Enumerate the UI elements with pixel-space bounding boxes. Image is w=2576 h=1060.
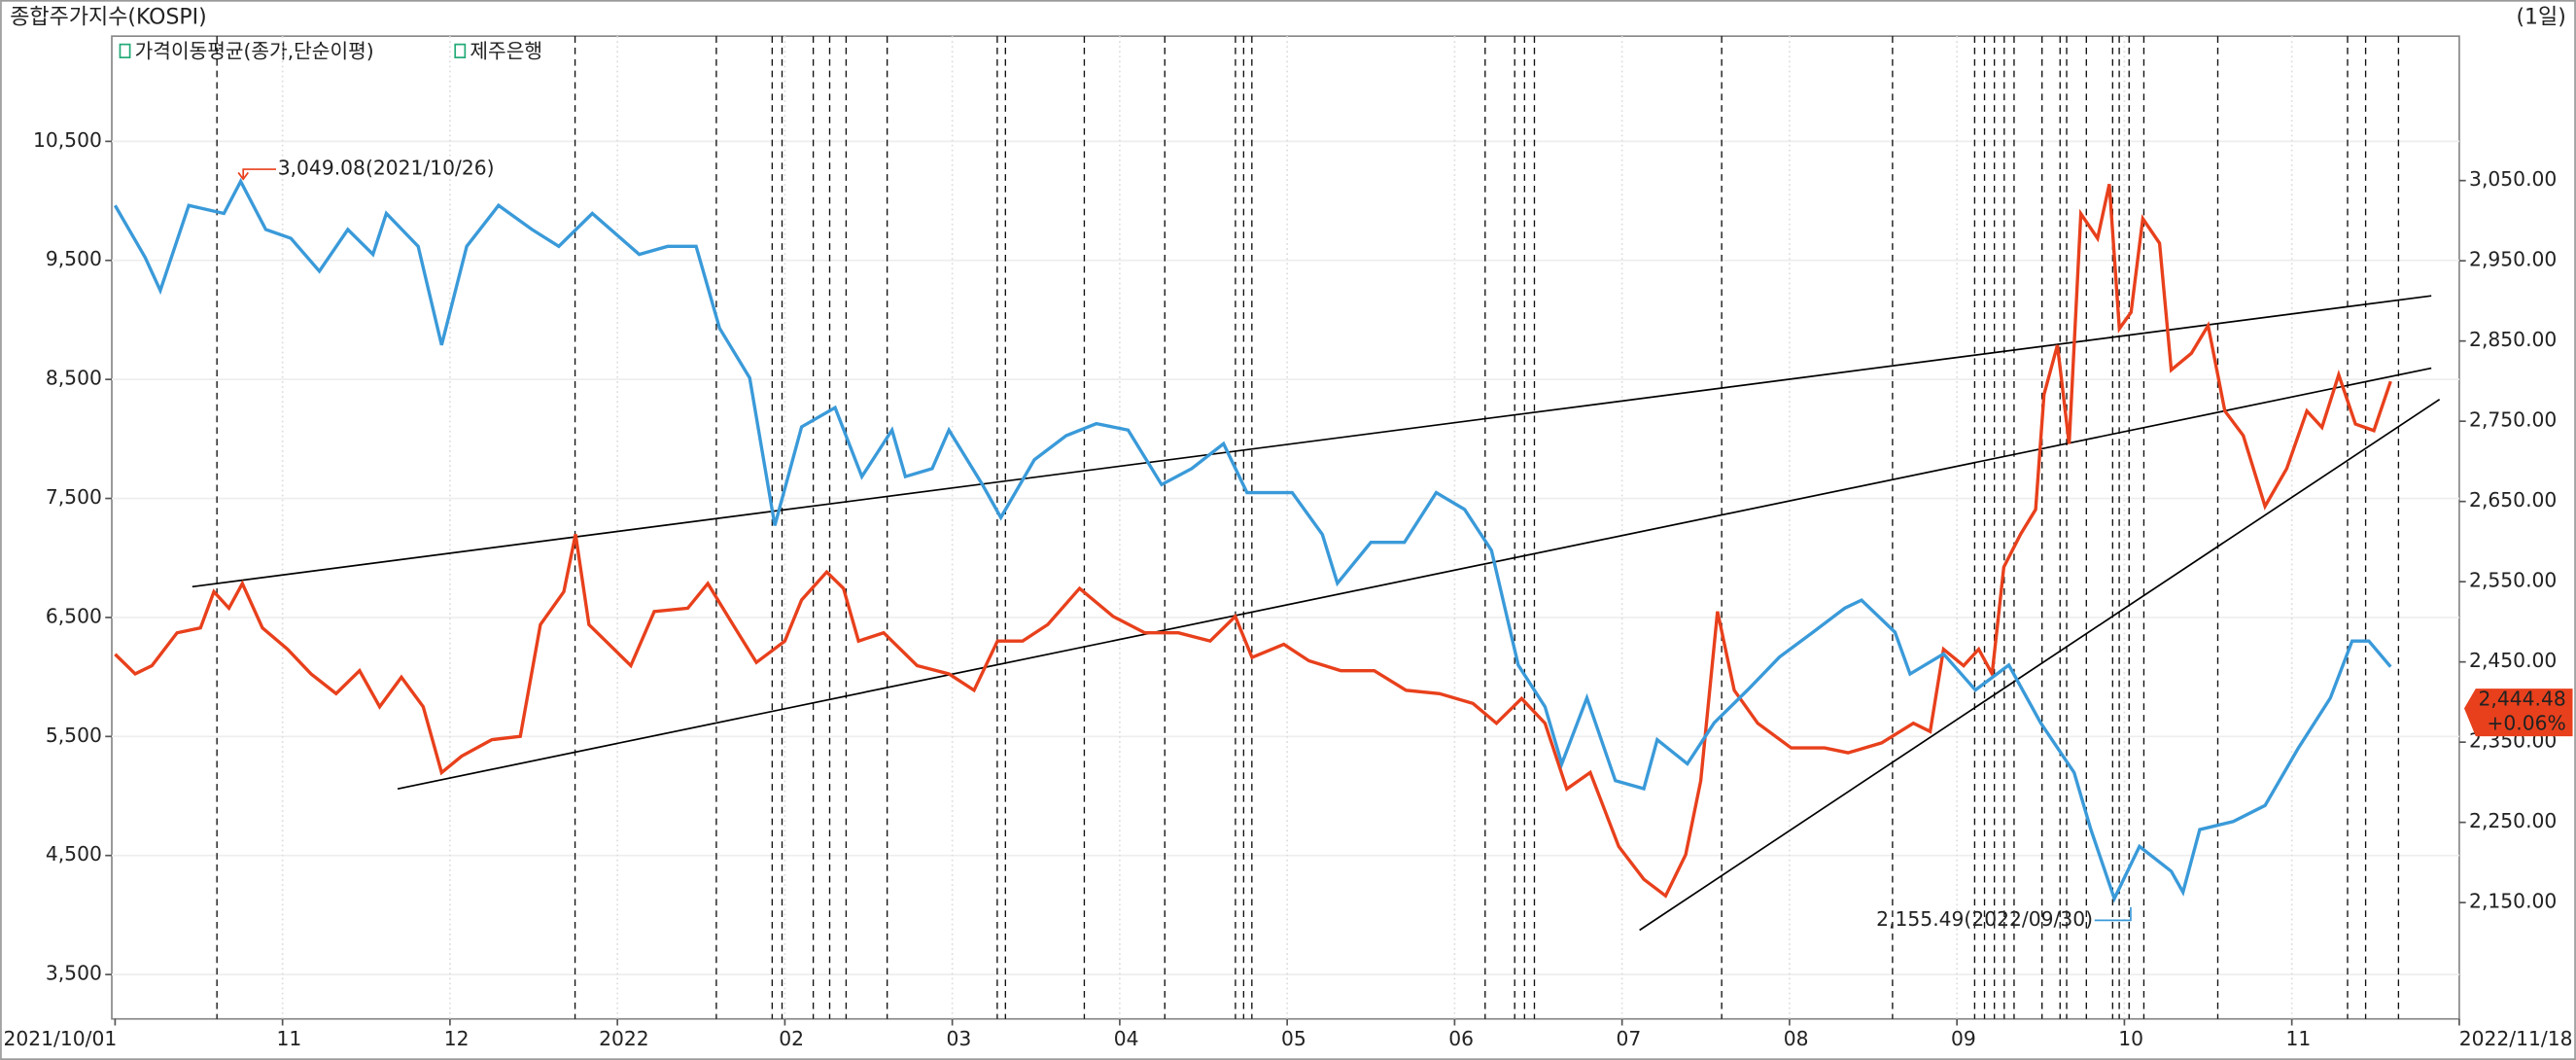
y-tick-label: 3,500 bbox=[46, 962, 102, 985]
x-tick-label: 12 bbox=[444, 1027, 470, 1050]
annotation: 3,049.08(2021/10/26) bbox=[278, 157, 495, 180]
y-tick-label: 9,500 bbox=[46, 247, 102, 270]
period-label: (1일) bbox=[2516, 6, 2565, 30]
x-tick-label: 06 bbox=[1448, 1027, 1474, 1050]
y2-tick-label: 2,850.00 bbox=[2469, 328, 2557, 351]
y2-tick-label: 2,150.00 bbox=[2469, 890, 2557, 913]
chart-title: 종합주가지수(KOSPI) bbox=[10, 6, 206, 30]
x-tick-label: 08 bbox=[1784, 1027, 1809, 1050]
x-tick-label: 2022/11/18 bbox=[2459, 1027, 2573, 1050]
annotation: 2,155.49(2022/09/30) bbox=[1876, 907, 2093, 931]
legend-icon bbox=[119, 43, 131, 58]
last-change: +0.06% bbox=[2487, 712, 2565, 735]
x-tick-label: 04 bbox=[1114, 1027, 1139, 1050]
legend-icon bbox=[454, 43, 467, 58]
legend-entry: 제주은행 bbox=[470, 40, 542, 63]
y-tick-label: 7,500 bbox=[46, 485, 102, 509]
x-tick-label: 02 bbox=[779, 1027, 804, 1050]
last-value: 2,444.48 bbox=[2479, 687, 2566, 710]
y2-tick-label: 2,450.00 bbox=[2469, 649, 2557, 672]
x-tick-label: 2021/10/01 bbox=[3, 1027, 117, 1050]
x-tick-label: 05 bbox=[1281, 1027, 1306, 1050]
y2-tick-label: 2,550.00 bbox=[2469, 569, 2557, 592]
x-tick-label: 03 bbox=[947, 1027, 972, 1050]
x-tick-label: 09 bbox=[1951, 1027, 1976, 1050]
trend-line bbox=[191, 295, 2432, 588]
y2-tick-label: 2,950.00 bbox=[2469, 248, 2557, 271]
series-line bbox=[113, 177, 2392, 903]
y-tick-label: 5,500 bbox=[46, 724, 102, 747]
x-tick-label: 11 bbox=[277, 1027, 302, 1050]
last-value-box bbox=[2463, 689, 2573, 737]
y2-tick-label: 2,750.00 bbox=[2469, 408, 2557, 432]
y-tick-label: 8,500 bbox=[46, 367, 102, 390]
y-tick-label: 4,500 bbox=[46, 842, 102, 866]
annotation-arrow bbox=[237, 168, 277, 181]
legend-entry: 가격이동평균(종가,단순이평) bbox=[135, 40, 374, 63]
y-tick-label: 10,500 bbox=[33, 128, 102, 152]
y2-tick-label: 2,650.00 bbox=[2469, 488, 2557, 512]
plot-area bbox=[111, 35, 2460, 1020]
y2-tick-label: 3,050.00 bbox=[2469, 167, 2557, 191]
y-tick-label: 6,500 bbox=[46, 604, 102, 627]
x-tick-label: 10 bbox=[2118, 1027, 2143, 1050]
trend-line bbox=[1639, 398, 2441, 932]
x-tick-label: 11 bbox=[2286, 1027, 2312, 1050]
annotation-arrow bbox=[2094, 906, 2132, 922]
x-tick-label: 07 bbox=[1617, 1027, 1642, 1050]
series-line bbox=[114, 183, 2392, 899]
trend-line bbox=[397, 367, 2432, 790]
x-tick-label: 2022 bbox=[599, 1027, 649, 1050]
y2-tick-label: 2,250.00 bbox=[2469, 809, 2557, 832]
